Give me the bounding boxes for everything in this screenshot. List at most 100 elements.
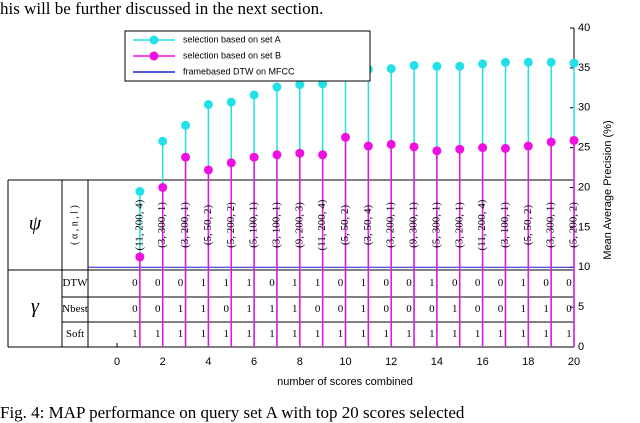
stem-marker: [295, 80, 305, 90]
gamma-value: 0: [475, 303, 481, 315]
gamma-value: 1: [361, 303, 367, 315]
gamma-value: 1: [269, 303, 275, 315]
x-tick-label: 18: [522, 356, 534, 368]
gamma-value: 1: [429, 277, 435, 289]
psi-value: (5, 100, 1): [248, 202, 260, 248]
gamma-value: 0: [338, 303, 344, 315]
stem-marker: [226, 97, 236, 107]
psi-value: (3, 200, 1): [453, 202, 465, 248]
gamma-value: 0: [475, 277, 481, 289]
gamma-value: 0: [132, 303, 138, 315]
psi-value: (5, 200, 2): [225, 202, 237, 248]
gamma-value: 1: [521, 277, 527, 289]
gamma-value: 1: [178, 303, 184, 315]
psi-value: (3, 100, 1): [499, 202, 511, 248]
gamma-value: 1: [292, 277, 298, 289]
psi-value: (5, 50, 2): [522, 205, 534, 246]
stem-marker: [226, 158, 236, 168]
stem-marker: [363, 141, 373, 151]
psi-symbol: ψ: [29, 213, 42, 235]
caption: Fig. 4: MAP performance on query set A w…: [0, 403, 465, 422]
stem-marker: [409, 60, 419, 70]
gamma-value: 0: [406, 277, 412, 289]
gamma-value: 1: [246, 277, 252, 289]
stem-marker: [500, 57, 510, 67]
gamma-value: 1: [315, 277, 321, 289]
legend-marker: [149, 51, 159, 61]
gamma-value: 1: [383, 328, 389, 340]
stem-marker: [203, 100, 213, 110]
psi-value: (3, 100, 1): [270, 202, 282, 248]
stem-marker: [546, 137, 556, 147]
y-tick-label: 20: [578, 181, 590, 193]
x-tick-label: 2: [160, 356, 166, 368]
gamma-value: 0: [406, 303, 412, 315]
gamma-value: 1: [543, 303, 549, 315]
y-tick-label: 30: [578, 102, 590, 114]
gamma-value: 1: [292, 303, 298, 315]
stem-marker: [569, 58, 579, 68]
stem-marker: [135, 186, 145, 196]
x-tick-label: 16: [476, 356, 488, 368]
gamma-value: 0: [224, 303, 230, 315]
y-tick-label: 15: [578, 221, 590, 233]
stem-marker: [455, 144, 465, 154]
stem-marker: [318, 79, 328, 89]
stem-marker: [523, 57, 533, 67]
x-tick-label: 14: [431, 356, 443, 368]
gamma-value: 1: [429, 328, 435, 340]
gamma-value: 1: [201, 303, 207, 315]
gamma-value: 1: [452, 303, 458, 315]
gamma-value: 1: [246, 303, 252, 315]
y-tick-label: 0: [578, 341, 584, 353]
psi-value: (5, 50, 2): [339, 205, 351, 246]
gamma-value: 1: [246, 328, 252, 340]
stem-marker: [272, 82, 282, 92]
psi-value: (9, 300, 1): [408, 202, 420, 248]
row-label: Nbest: [62, 303, 88, 315]
stem-marker: [249, 90, 259, 100]
y-tick-label: 40: [578, 22, 590, 34]
psi-value: (3, 300, 1): [545, 202, 557, 248]
x-tick-label: 12: [385, 356, 397, 368]
x-tick-label: 0: [114, 356, 120, 368]
stem-marker: [181, 152, 191, 162]
gamma-value: 0: [543, 277, 549, 289]
gamma-value: 1: [315, 328, 321, 340]
stem-marker: [386, 139, 396, 149]
gamma-value: 0: [498, 303, 504, 315]
gamma-value: 1: [201, 277, 207, 289]
gamma-value: 0: [155, 303, 161, 315]
stem-marker: [318, 150, 328, 160]
stem-marker: [181, 120, 191, 130]
gamma-value: 1: [521, 303, 527, 315]
y-tick-label: 25: [578, 142, 590, 154]
stem-marker: [295, 148, 305, 158]
gamma-value: 0: [269, 277, 275, 289]
psi-value: (3, 50, 4): [362, 205, 374, 246]
top-text: his will be further discussed in the nex…: [0, 0, 323, 18]
gamma-value: 1: [224, 328, 230, 340]
stem-marker: [455, 61, 465, 71]
stem-marker: [478, 59, 488, 69]
psi-value: (9, 200, 3): [293, 202, 305, 248]
psi-header: ( α , n , l ): [69, 205, 80, 245]
gamma-value: 1: [269, 328, 275, 340]
gamma-value: 0: [155, 277, 161, 289]
legend-label: framebased DTW on MFCC: [183, 66, 295, 76]
gamma-value: 0: [498, 277, 504, 289]
gamma-value: 0: [383, 277, 389, 289]
stem-marker: [546, 57, 556, 67]
stem-marker: [203, 165, 213, 175]
y-tick-label: 35: [578, 62, 590, 74]
stem-marker: [341, 132, 350, 142]
stem-marker: [478, 143, 488, 153]
gamma-value: 1: [361, 328, 367, 340]
gamma-value: 0: [315, 303, 321, 315]
x-tick-label: 4: [205, 356, 211, 368]
gamma-value: 1: [201, 328, 207, 340]
stem-marker: [432, 146, 442, 156]
gamma-value: 1: [224, 277, 230, 289]
psi-value: (11, 200, 4): [316, 199, 328, 250]
